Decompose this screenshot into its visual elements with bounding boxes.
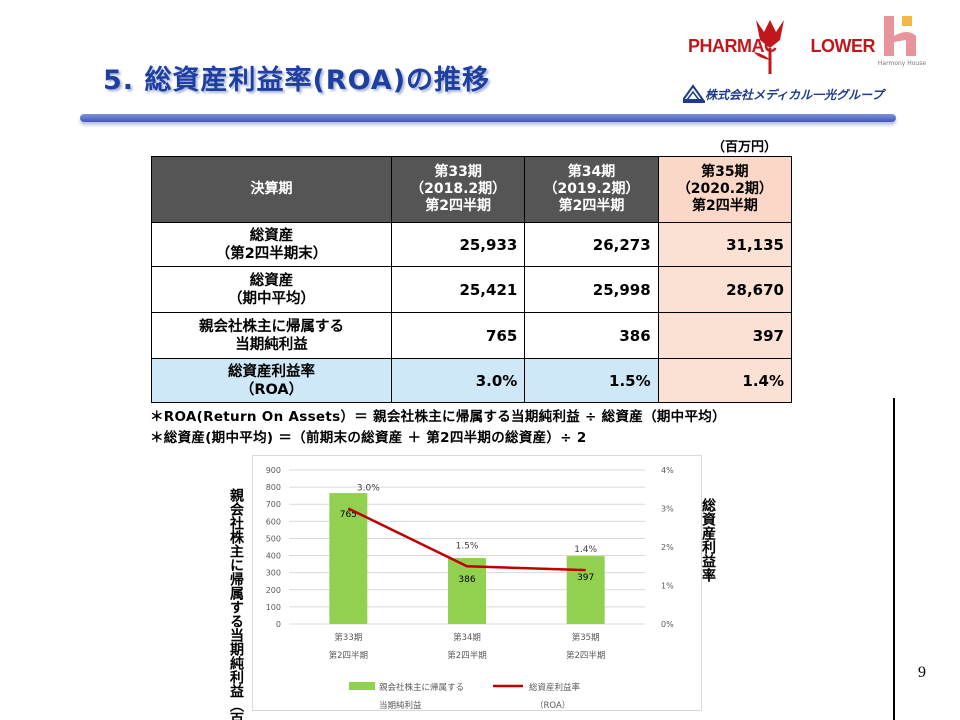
legend-line-label-2: （ROA） — [535, 700, 570, 711]
y-right-tick: 2% — [661, 543, 674, 552]
page-divider — [893, 398, 895, 720]
y-left-tick: 400 — [266, 552, 281, 561]
y-left-tick: 500 — [266, 534, 281, 543]
y-right-tick: 0% — [661, 620, 674, 629]
right-axis-title: 総資産利益率 — [700, 498, 716, 582]
table-cell: 3.0% — [390, 358, 526, 403]
harmony-house-logo: Harmony House — [872, 12, 932, 72]
page-title: 5. 総資産利益率(ROA)の推移 — [103, 65, 491, 96]
pharmacy-logo-suffix: LOWER — [810, 36, 876, 56]
y-left-tick: 300 — [266, 569, 281, 578]
table-row: 親会社株主に帰属する 当期純利益 765 386 397 — [151, 312, 793, 359]
line-label: 1.4% — [574, 545, 597, 555]
roa-line — [347, 507, 586, 572]
y-left-tick: 100 — [266, 603, 281, 612]
table-header-row: 決算期 第33期 （2018.2期） 第2四半期 第34期 （2019.2期） 第2四半… — [151, 156, 793, 223]
y-right-tick: 1% — [661, 582, 674, 591]
y-left-tick: 700 — [266, 500, 281, 509]
medical-group-text: 株式会社メディカル一光グループ — [705, 88, 884, 102]
bar-label: 765 — [340, 510, 357, 520]
row-label-total-assets-end: 総資産 （第2四半期末） — [151, 222, 392, 267]
table-cell: 25,933 — [390, 222, 526, 267]
legend-bar-label: 親会社株主に帰属する — [379, 682, 464, 693]
table-row: 総資産利益率 （ROA） 3.0% 1.5% 1.4% — [151, 358, 793, 403]
table-cell: 31,135 — [657, 222, 793, 267]
x-tick-label: 第34期 — [453, 632, 481, 643]
row-label-roa: 総資産利益率 （ROA） — [151, 358, 392, 403]
y-left-tick: 800 — [266, 483, 281, 492]
header-period-34: 第34期 （2019.2期） 第2四半期 — [524, 156, 659, 223]
x-tick-label: 第33期 — [334, 632, 362, 643]
table-cell: 386 — [524, 312, 659, 359]
table-row: 総資産 （期中平均） 25,421 25,998 28,670 — [151, 266, 793, 313]
header-period-35: 第35期 （2020.2期） 第2四半期 — [657, 156, 793, 223]
table-cell: 25,421 — [390, 266, 526, 313]
table-cell: 765 — [390, 312, 526, 359]
table-cell: 1.4% — [657, 358, 793, 403]
y-left-tick: 0 — [276, 620, 281, 629]
average-assets-note: ＊総資産(期中平均) ＝（前期末の総資産 ＋ 第2四半期の総資産）÷ 2 — [150, 430, 587, 446]
y-left-tick: 200 — [266, 586, 281, 595]
financial-table: 決算期 第33期 （2018.2期） 第2四半期 第34期 （2019.2期） 第2四半… — [151, 156, 793, 403]
flower-icon — [754, 20, 784, 74]
roa-chart: 0 100 200 300 400 500 600 700 800 900 0% 1% 2% 3% 4% 76… — [252, 455, 702, 711]
chart-svg: 0 100 200 300 400 500 600 700 800 900 0% 1% 2% 3% 4% 76… — [266, 466, 674, 711]
x-tick-label: 第2四半期 — [566, 650, 605, 661]
row-label-net-income: 親会社株主に帰属する 当期純利益 — [151, 312, 392, 359]
y-right-tick: 4% — [661, 466, 674, 475]
pharmacy-logo-text: PHARMAC — [688, 36, 777, 56]
title-underline — [80, 114, 896, 122]
harmony-h-icon — [884, 16, 916, 56]
header-label: 決算期 — [151, 156, 392, 223]
header-period-33: 第33期 （2018.2期） 第2四半期 — [390, 156, 526, 223]
table-cell: 25,998 — [524, 266, 659, 313]
line-label: 3.0% — [357, 484, 380, 494]
table-cell: 1.5% — [524, 358, 659, 403]
bar-label: 386 — [458, 575, 475, 585]
table-cell: 397 — [657, 312, 793, 359]
roa-definition-note: ＊ROA(Return On Assets）＝ 親会社株主に帰属する当期純利益 … — [150, 409, 726, 425]
medical-group-logo: 株式会社メディカル一光グループ — [681, 84, 933, 104]
harmony-house-text: Harmony House — [877, 60, 927, 67]
x-tick-label: 第2四半期 — [447, 650, 486, 661]
y-right-tick: 3% — [661, 505, 674, 514]
bar-label: 397 — [577, 573, 594, 583]
legend-line-label: 総資産利益率 — [529, 682, 581, 693]
left-axis-title: 親会社株主に帰属する当期純利益（百万円） — [228, 488, 244, 720]
table-row: 総資産 （第2四半期末） 25,933 26,273 31,135 — [151, 222, 793, 267]
table-cell: 28,670 — [657, 266, 793, 313]
y-left-tick: 600 — [266, 517, 281, 526]
y-left-tick: 900 — [266, 466, 281, 475]
legend-bar-label-2: 当期純利益 — [379, 700, 422, 711]
x-tick-label: 第35期 — [572, 632, 600, 643]
x-tick-label: 第2四半期 — [329, 650, 368, 661]
line-label: 1.5% — [456, 541, 479, 551]
unit-label: （百万円） — [712, 140, 778, 155]
page-number: 9 — [918, 664, 926, 681]
bar — [448, 557, 486, 624]
company-mark-icon — [681, 84, 705, 103]
table-cell: 26,273 — [524, 222, 659, 267]
row-label-total-assets-avg: 総資産 （期中平均） — [151, 266, 392, 313]
bar — [566, 556, 605, 624]
pharmacy-flower-logo: PHARMAC LOWER — [688, 18, 875, 78]
legend-bar-swatch — [349, 682, 375, 690]
